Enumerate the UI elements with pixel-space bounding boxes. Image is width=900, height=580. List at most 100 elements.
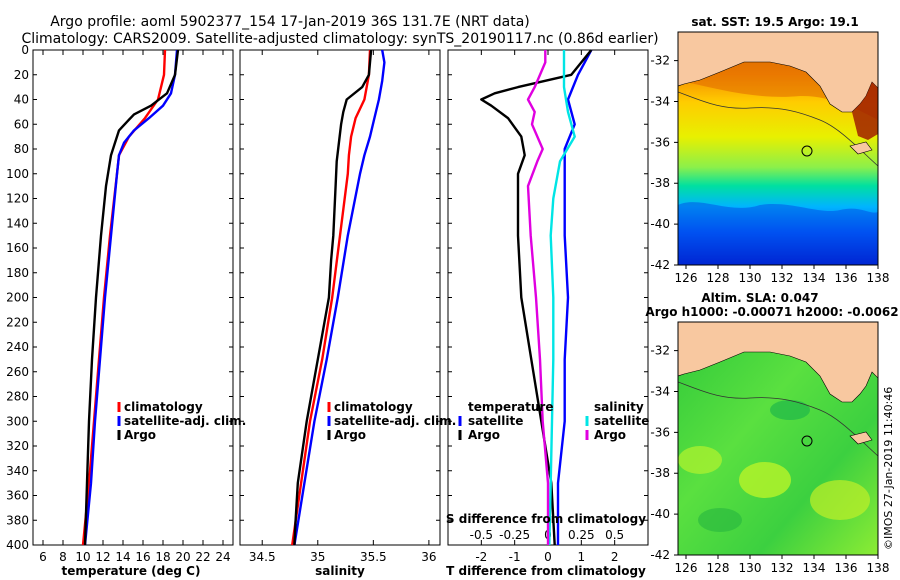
lat-tick-label: -34 (650, 94, 670, 108)
s-tick-label: -0.25 (499, 528, 530, 542)
lat-tick-label: -42 (650, 548, 670, 562)
sla-anomaly-2 (739, 462, 791, 498)
legend-satellite-label: satellite-adj. clim. (334, 414, 456, 428)
series-line-argo (293, 49, 373, 546)
x-tick-label: 0 (544, 550, 552, 564)
x-tick-label: -2 (475, 550, 487, 564)
series-line-temperature-satellite (556, 49, 593, 545)
s-tick-label: -0.5 (470, 528, 493, 542)
series-line-temperature-argo (480, 49, 593, 546)
depth-tick-label: 0 (21, 43, 29, 57)
depth-tick-label: 40 (14, 93, 29, 107)
kangaroo-island (849, 141, 873, 155)
depth-tick-label: 380 (6, 513, 29, 527)
legend-s-satellite-label: satellite (594, 414, 649, 428)
depth-tick-label: 260 (6, 365, 29, 379)
s-tick-label: 0.25 (568, 528, 595, 542)
depth-tick-label: 240 (6, 340, 29, 354)
depth-tick-label: 220 (6, 315, 29, 329)
sla-land (678, 322, 878, 403)
sst-map: sat. SST: 19.5 Argo: 19.1 126 128 130 132 13… (650, 15, 889, 285)
depth-tick-label: 300 (6, 414, 29, 428)
x-tick-label: 1 (578, 550, 586, 564)
depth-tick-label: 320 (6, 439, 29, 453)
lon-tick-label: 138 (867, 271, 890, 285)
sla-argo-marker (801, 435, 813, 447)
series-line-satellite-adj-clim- (293, 49, 386, 546)
sst-map-frame (677, 31, 879, 266)
lat-tick-label: -34 (650, 384, 670, 398)
x-tick-label: 35 (310, 550, 325, 564)
temperature-x-axis: 6 8 10 12 14 16 18 20 22 24 (33, 49, 233, 564)
kangaroo-island (849, 431, 873, 445)
lat-tick-label: -36 (650, 425, 670, 439)
lat-tick-label: -38 (650, 466, 670, 480)
depth-axis-temperature: 0 20 40 60 80 100 120 140 160 180 200 220 240 260 280 3… (6, 43, 29, 552)
depth-tick-label: 60 (14, 117, 29, 131)
lat-tick-label: -32 (650, 54, 670, 68)
lon-tick-label: 126 (675, 271, 698, 285)
legend-t-argo-label: Argo (468, 428, 500, 442)
x-tick-label: 34.5 (249, 550, 276, 564)
imos-credit: ©IMOS 27-Jan-2019 11:40:46 (882, 387, 895, 550)
sla-anomaly-1 (678, 446, 722, 474)
lon-tick-label: 132 (771, 271, 794, 285)
lon-tick-label: 134 (803, 271, 826, 285)
legend-argo-label: Argo (124, 428, 156, 442)
s-difference-axis-label: S difference from climatology (446, 512, 646, 526)
depth-tick-label: 160 (6, 241, 29, 255)
x-tick-label: 6 (39, 550, 47, 564)
lon-tick-label: 134 (803, 561, 826, 575)
lat-tick-label: -40 (650, 507, 670, 521)
sla-map-subtitle: Argo h1000: -0.00071 h2000: -0.0062 (645, 305, 898, 319)
depth-tick-label: 280 (6, 390, 29, 404)
sla-front-contour (678, 381, 878, 457)
difference-panel: -2 -1 0 1 2 -0.5 -0.25 0 0.25 0.5 S difference f… (446, 49, 649, 578)
sla-map-title: Altim. SLA: 0.047 (701, 291, 818, 305)
x-tick-label: 35.5 (360, 550, 387, 564)
salinity-legend: climatology satellite-adj. clim. Argo (327, 400, 456, 442)
lat-tick-label: -40 (650, 217, 670, 231)
depth-tick-label: 400 (6, 538, 29, 552)
difference-legend: temperature satellite Argo salinity sate… (458, 400, 649, 442)
depth-tick-label: 140 (6, 216, 29, 230)
lon-tick-label: 138 (867, 561, 890, 575)
x-tick-label: 20 (175, 550, 190, 564)
x-tick-label: 12 (95, 550, 110, 564)
x-tick-label: -1 (509, 550, 521, 564)
legend-s-argo-label: Argo (594, 428, 626, 442)
legend-salinity-heading: salinity (594, 400, 644, 414)
t-difference-axis-label: T difference from climatology (446, 564, 646, 578)
lat-tick-label: -42 (650, 258, 670, 272)
lon-tick-label: 128 (707, 561, 730, 575)
temperature-axis-label: temperature (deg C) (62, 564, 201, 578)
depth-tick-label: 80 (14, 142, 29, 156)
x-tick-label: 8 (59, 550, 67, 564)
x-tick-label: 14 (115, 550, 130, 564)
depth-tick-label: 100 (6, 167, 29, 181)
legend-temperature-heading: temperature (468, 400, 553, 414)
sla-map: Altim. SLA: 0.047 Argo h1000: -0.00071 h… (645, 291, 898, 575)
sst-lon-axis: 126 128 130 132 134 136 138 (675, 265, 890, 285)
series-line-salinity-satellite (548, 50, 576, 546)
sst-argo-marker (801, 145, 813, 157)
sst-gulf-water (852, 82, 878, 140)
sst-cool-patch (678, 202, 878, 265)
lon-tick-label: 130 (739, 561, 762, 575)
x-tick-label: 18 (155, 550, 170, 564)
series-line-satellite-adj-clim- (83, 49, 179, 546)
x-tick-label: 22 (195, 550, 210, 564)
sst-front-contour (678, 91, 878, 167)
sla-map-frame (677, 321, 879, 556)
depth-tick-label: 180 (6, 266, 29, 280)
lon-tick-label: 136 (835, 271, 858, 285)
legend-argo-label: Argo (334, 428, 366, 442)
series-line-salinity-argo (526, 50, 550, 545)
depth-tick-label: 360 (6, 489, 29, 503)
lon-tick-label: 130 (739, 271, 762, 285)
sla-lon-axis: 126 128 130 132 134 136 138 (675, 555, 890, 575)
salinity-x-axis: 34.5 35 35.5 36 (240, 49, 440, 564)
lon-tick-label: 132 (771, 561, 794, 575)
legend-satellite-label: satellite-adj. clim. (124, 414, 246, 428)
